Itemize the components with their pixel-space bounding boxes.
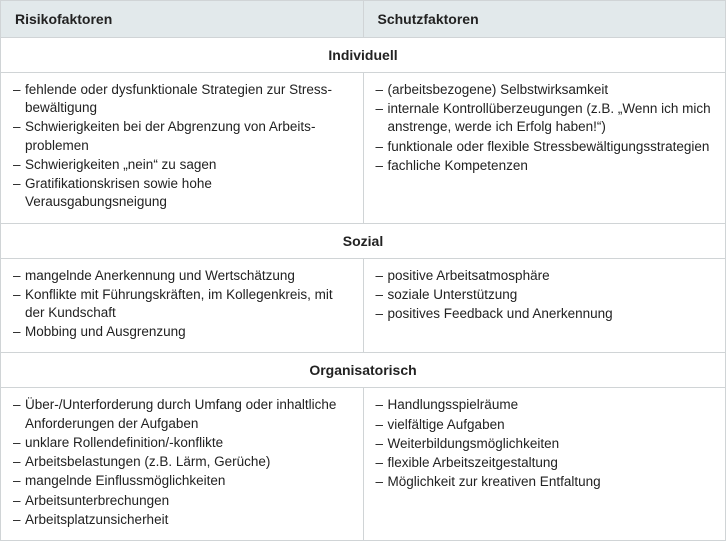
list-item: –soziale Unterstützung <box>376 286 714 304</box>
list-item: –Konflikte mit Führungskräften, im Kolle… <box>13 286 351 322</box>
content-row: –fehlende oder dysfunktionale Strategien… <box>1 73 725 224</box>
protection-cell: –positive Arbeitsatmosphäre–soziale Unte… <box>364 259 726 353</box>
list-item-text: Mobbing und Ausgrenzung <box>25 323 351 341</box>
list-item: –internale Kontrollüberzeugungen (z.B. „… <box>376 100 714 136</box>
dash-bullet: – <box>13 286 25 322</box>
dash-bullet: – <box>13 453 25 471</box>
list-item: –Arbeitsplatzunsicherheit <box>13 511 351 529</box>
list-item: –Schwierigkeiten bei der Abgrenzung von … <box>13 118 351 154</box>
list-item-text: Über-/Unterforderung durch Umfang oder i… <box>25 396 351 432</box>
dash-bullet: – <box>13 267 25 285</box>
dash-bullet: – <box>13 396 25 432</box>
list-item-text: Gratifikationskrisen sowie hohe Verausga… <box>25 175 351 211</box>
protection-cell: –Handlungsspielräume–vielfältige Aufgabe… <box>364 388 726 540</box>
list-item: –Möglichkeit zur kreativen Entfaltung <box>376 473 714 491</box>
dash-bullet: – <box>13 323 25 341</box>
dash-bullet: – <box>376 81 388 99</box>
factors-table: Risikofaktoren Schutzfaktoren Individuel… <box>0 0 726 541</box>
list-item-text: Arbeitsplatzunsicherheit <box>25 511 351 529</box>
dash-bullet: – <box>13 81 25 117</box>
section-title: Organisatorisch <box>1 353 725 388</box>
list-item: –Arbeitsbelastungen (z.B. Lärm, Gerüche) <box>13 453 351 471</box>
list-item: –Schwierigkeiten „nein“ zu sagen <box>13 156 351 174</box>
list-item: –vielfältige Aufgaben <box>376 416 714 434</box>
list-item-text: (arbeitsbezogene) Selbstwirksamkeit <box>388 81 714 99</box>
list-item-text: fehlende oder dysfunktionale Strategien … <box>25 81 351 117</box>
list-item: –mangelnde Anerkennung und Wertschätzung <box>13 267 351 285</box>
dash-bullet: – <box>376 305 388 323</box>
dash-bullet: – <box>376 454 388 472</box>
list-item-text: flexible Arbeitszeitgestaltung <box>388 454 714 472</box>
list-item-text: mangelnde Anerkennung und Wertschätzung <box>25 267 351 285</box>
list-item: –Weiterbildungsmöglichkeiten <box>376 435 714 453</box>
list-item: –positives Feedback und Anerkennung <box>376 305 714 323</box>
dash-bullet: – <box>376 396 388 414</box>
list-item-text: positives Feedback und Anerkennung <box>388 305 714 323</box>
list-item: –Arbeitsunterbrechungen <box>13 492 351 510</box>
dash-bullet: – <box>376 473 388 491</box>
dash-bullet: – <box>13 156 25 174</box>
dash-bullet: – <box>13 511 25 529</box>
dash-bullet: – <box>376 100 388 136</box>
list-item: –Mobbing und Ausgrenzung <box>13 323 351 341</box>
sections-container: Individuell–fehlende oder dysfunktionale… <box>1 38 725 540</box>
risk-cell: –Über-/Unterforderung durch Umfang oder … <box>1 388 364 540</box>
dash-bullet: – <box>376 267 388 285</box>
dash-bullet: – <box>13 434 25 452</box>
content-row: –Über-/Unterforderung durch Umfang oder … <box>1 388 725 540</box>
list-item-text: funktionale oder flexible Stressbewältig… <box>388 138 714 156</box>
list-item-text: Konflikte mit Führungskräften, im Kolleg… <box>25 286 351 322</box>
list-item-text: Schwierigkeiten bei der Abgrenzung von A… <box>25 118 351 154</box>
list-item: –Handlungsspielräume <box>376 396 714 414</box>
list-item: –flexible Arbeitszeitgestaltung <box>376 454 714 472</box>
dash-bullet: – <box>13 118 25 154</box>
list-item: –fachliche Kompetenzen <box>376 157 714 175</box>
list-item-text: positive Arbeitsatmosphäre <box>388 267 714 285</box>
dash-bullet: – <box>376 157 388 175</box>
list-item-text: Handlungsspielräume <box>388 396 714 414</box>
protection-cell: –(arbeitsbezogene) Selbstwirksamkeit–int… <box>364 73 726 223</box>
dash-bullet: – <box>13 472 25 490</box>
header-protection: Schutzfaktoren <box>364 1 726 37</box>
dash-bullet: – <box>13 175 25 211</box>
list-item-text: soziale Unterstützung <box>388 286 714 304</box>
list-item-text: vielfältige Aufgaben <box>388 416 714 434</box>
list-item: –fehlende oder dysfunktionale Strategien… <box>13 81 351 117</box>
list-item-text: Weiterbildungsmöglichkeiten <box>388 435 714 453</box>
risk-cell: –fehlende oder dysfunktionale Strategien… <box>1 73 364 223</box>
list-item: –funktionale oder flexible Stressbewälti… <box>376 138 714 156</box>
list-item-text: Schwierigkeiten „nein“ zu sagen <box>25 156 351 174</box>
section-title: Sozial <box>1 224 725 259</box>
dash-bullet: – <box>13 492 25 510</box>
list-item: –unklare Rollendefinition/-konflikte <box>13 434 351 452</box>
list-item-text: unklare Rollendefinition/-konflikte <box>25 434 351 452</box>
section-title: Individuell <box>1 38 725 73</box>
list-item: –(arbeitsbezogene) Selbstwirksamkeit <box>376 81 714 99</box>
list-item: –Über-/Unterforderung durch Umfang oder … <box>13 396 351 432</box>
dash-bullet: – <box>376 138 388 156</box>
content-row: –mangelnde Anerkennung und Wertschätzung… <box>1 259 725 354</box>
table-header-row: Risikofaktoren Schutzfaktoren <box>1 1 725 38</box>
list-item-text: Möglichkeit zur kreativen Entfaltung <box>388 473 714 491</box>
list-item: –Gratifikationskrisen sowie hohe Verausg… <box>13 175 351 211</box>
list-item-text: mangelnde Einflussmöglichkeiten <box>25 472 351 490</box>
list-item: –positive Arbeitsatmosphäre <box>376 267 714 285</box>
risk-cell: –mangelnde Anerkennung und Wertschätzung… <box>1 259 364 353</box>
dash-bullet: – <box>376 416 388 434</box>
list-item-text: Arbeitsunterbrechungen <box>25 492 351 510</box>
list-item-text: internale Kontrollüberzeugungen (z.B. „W… <box>388 100 714 136</box>
list-item: –mangelnde Einflussmöglichkeiten <box>13 472 351 490</box>
dash-bullet: – <box>376 435 388 453</box>
header-risk: Risikofaktoren <box>1 1 364 37</box>
list-item-text: fachliche Kompetenzen <box>388 157 714 175</box>
dash-bullet: – <box>376 286 388 304</box>
list-item-text: Arbeitsbelastungen (z.B. Lärm, Gerüche) <box>25 453 351 471</box>
